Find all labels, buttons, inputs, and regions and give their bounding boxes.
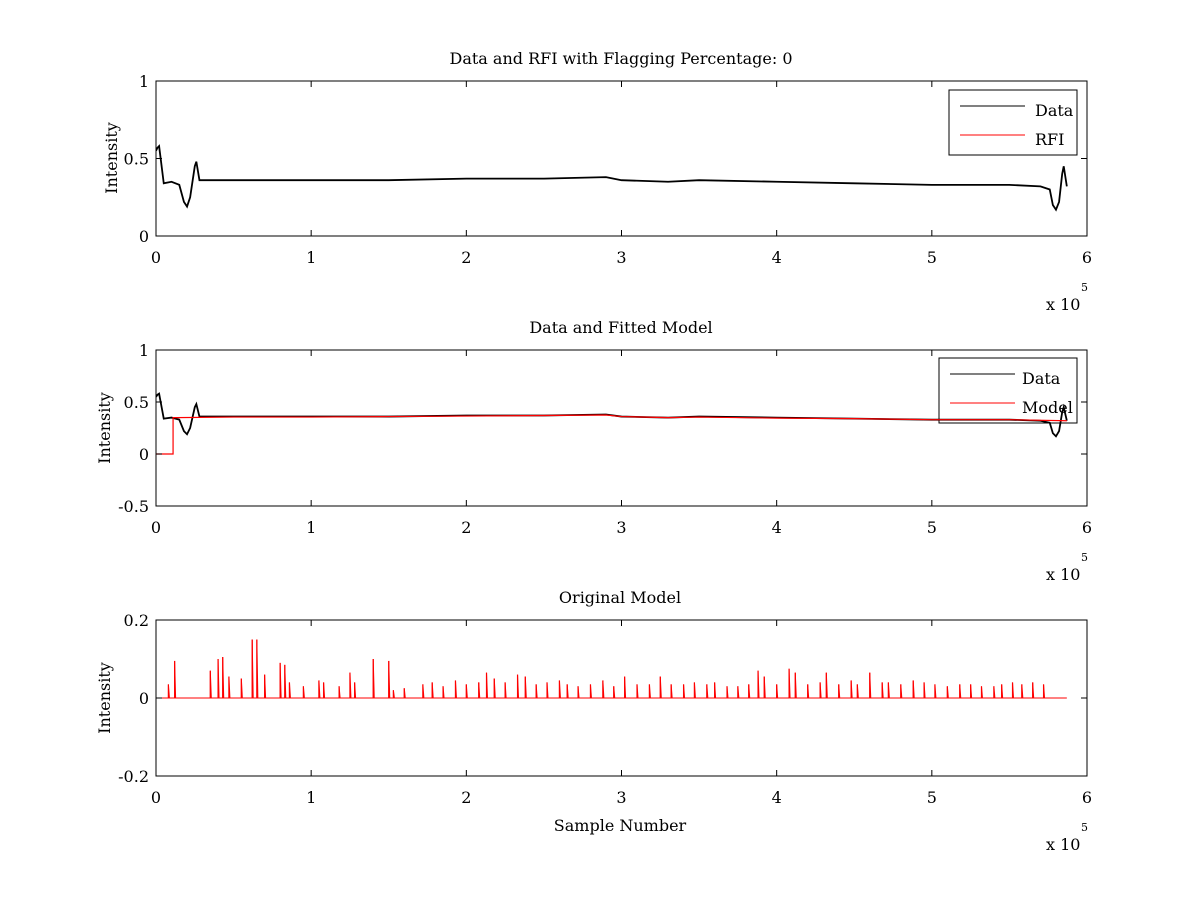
x-multiplier-exponent: 5 — [1081, 281, 1088, 294]
x-axis-label: Sample Number — [554, 816, 687, 835]
plot-area — [156, 144, 1068, 212]
x-tick-label: 6 — [1082, 788, 1092, 807]
chart-legend: Data Model — [938, 357, 1078, 424]
x-tick-label: 0 — [151, 788, 161, 807]
x-tick-label: 3 — [616, 518, 626, 537]
x-tick-label: 4 — [772, 248, 782, 267]
x-tick-label: 1 — [306, 788, 316, 807]
x-tick-label: 2 — [461, 788, 471, 807]
y-tick-label: -0.2 — [118, 767, 149, 786]
x-tick-label: 1 — [306, 518, 316, 537]
x-multiplier-exponent: 5 — [1081, 551, 1088, 564]
y-tick-label: 0 — [139, 689, 149, 708]
y-axis-label: Intensity — [95, 392, 114, 464]
legend-entry-data: Data — [1035, 101, 1074, 120]
x-tick-label: 6 — [1082, 518, 1092, 537]
x-tick-label: 4 — [772, 788, 782, 807]
x-tick-label: 4 — [772, 518, 782, 537]
y-axis-label: Intensity — [102, 122, 121, 194]
chart-panel-2: Data and Fitted Model Intensity x 10 5 D… — [95, 318, 1092, 584]
x-multiplier: x 10 — [1046, 295, 1080, 314]
x-tick-label: 3 — [616, 788, 626, 807]
x-tick-label: 3 — [616, 248, 626, 267]
y-tick-label: 0 — [139, 227, 149, 246]
y-tick-label: 1 — [139, 341, 149, 360]
chart-title: Data and Fitted Model — [529, 318, 712, 337]
x-tick-label: 6 — [1082, 248, 1092, 267]
x-multiplier-exponent: 5 — [1081, 821, 1088, 834]
x-tick-label: 0 — [151, 248, 161, 267]
legend-entry-data: Data — [1022, 369, 1061, 388]
legend-entry-model: Model — [1022, 398, 1073, 417]
y-tick-label: 0 — [139, 445, 149, 464]
chart-title: Data and RFI with Flagging Percentage: 0 — [449, 49, 792, 68]
x-tick-label: 2 — [461, 248, 471, 267]
y-tick-label: 0.5 — [124, 393, 149, 412]
x-tick-label: 1 — [306, 248, 316, 267]
x-tick-label: 5 — [927, 518, 937, 537]
y-tick-label: -0.5 — [118, 497, 149, 516]
y-tick-label: 1 — [139, 72, 149, 91]
y-tick-label: 0.5 — [124, 150, 149, 169]
x-multiplier: x 10 — [1046, 565, 1080, 584]
y-tick-label: 0.2 — [124, 611, 149, 630]
chart-panel-3: Original Model Intensity Sample Number x… — [95, 588, 1092, 854]
y-axis-label: Intensity — [95, 662, 114, 734]
legend-entry-rfi: RFI — [1035, 130, 1064, 149]
x-tick-label: 5 — [927, 788, 937, 807]
x-multiplier: x 10 — [1046, 835, 1080, 854]
plot-area — [156, 392, 1068, 455]
chart-panel-1: Data and RFI with Flagging Percentage: 0… — [102, 49, 1092, 314]
x-tick-label: 0 — [151, 518, 161, 537]
chart-title: Original Model — [559, 588, 681, 607]
series-line-model — [156, 414, 1067, 455]
chart-legend: Data RFI — [948, 89, 1078, 156]
x-tick-label: 5 — [927, 248, 937, 267]
x-tick-label: 2 — [461, 518, 471, 537]
series-line-data — [156, 144, 1068, 212]
plot-area — [156, 639, 1067, 699]
